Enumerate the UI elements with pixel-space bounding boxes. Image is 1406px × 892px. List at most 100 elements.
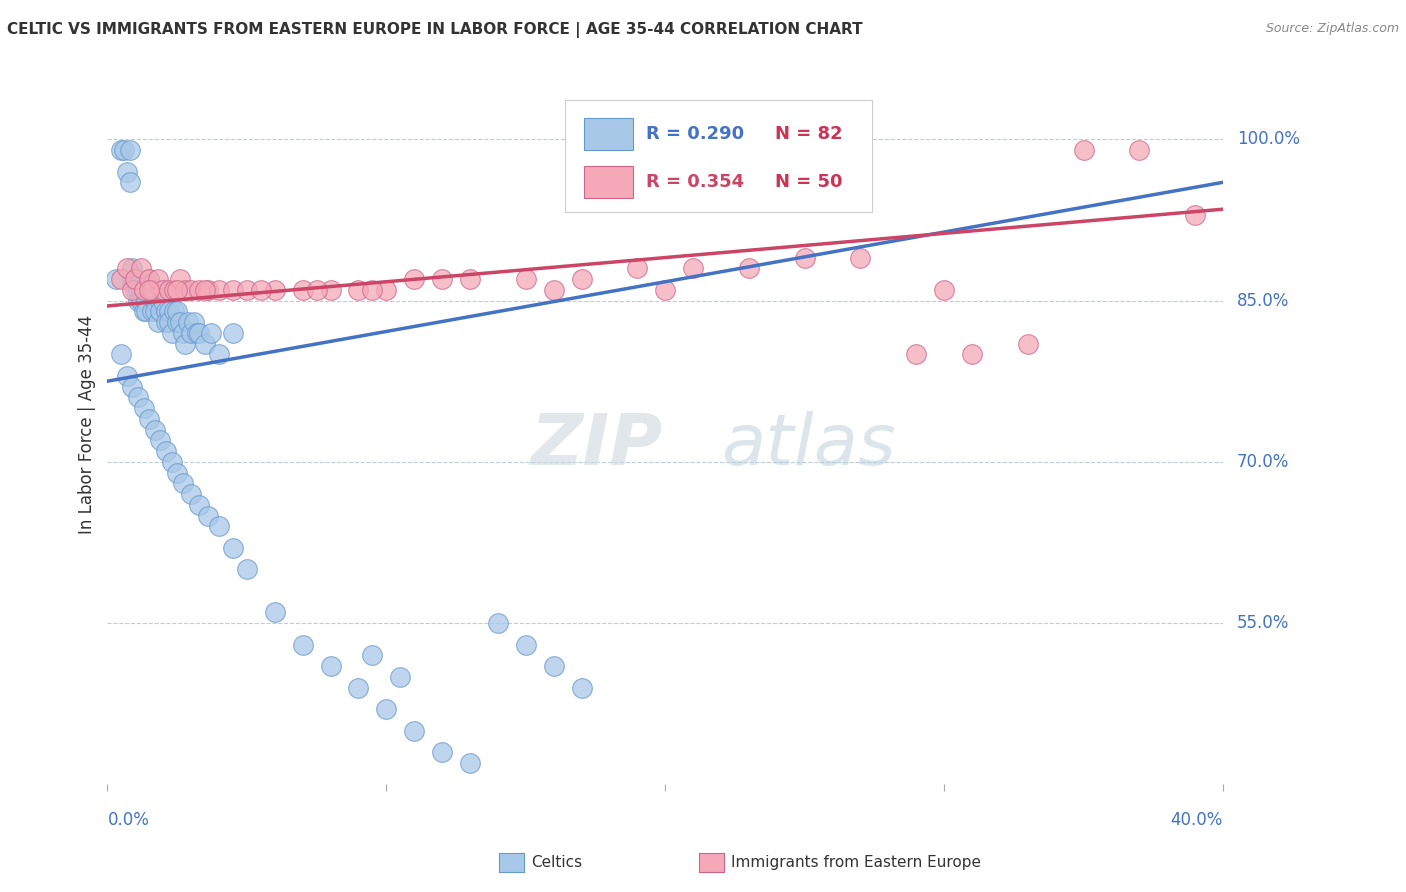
Point <box>200 326 222 340</box>
Point <box>124 272 146 286</box>
Point <box>180 283 202 297</box>
Point <box>132 283 155 297</box>
Text: ZIP: ZIP <box>531 411 664 480</box>
Point <box>112 143 135 157</box>
Point <box>143 293 166 308</box>
Point <box>682 261 704 276</box>
Point <box>169 272 191 286</box>
Point <box>208 283 231 297</box>
Point <box>236 283 259 297</box>
Point <box>197 283 219 297</box>
Point <box>1128 143 1150 157</box>
Point <box>152 283 174 297</box>
Point <box>905 347 928 361</box>
Point <box>263 605 285 619</box>
Point <box>249 283 271 297</box>
Point <box>263 283 285 297</box>
Point <box>194 336 217 351</box>
Point <box>163 304 186 318</box>
Point <box>404 723 426 738</box>
Point <box>124 272 146 286</box>
Point <box>389 670 412 684</box>
Point <box>146 272 169 286</box>
Point <box>149 304 172 318</box>
Point <box>129 283 152 297</box>
Point <box>375 702 398 716</box>
Point <box>146 283 169 297</box>
Point <box>149 293 172 308</box>
Point <box>143 304 166 318</box>
Point <box>174 336 197 351</box>
Point <box>141 283 163 297</box>
Point <box>110 347 132 361</box>
Point <box>430 745 453 759</box>
FancyBboxPatch shape <box>583 118 633 150</box>
Point <box>155 315 177 329</box>
Point <box>138 283 160 297</box>
Point <box>291 283 314 297</box>
Point <box>169 315 191 329</box>
Point <box>188 283 211 297</box>
Point <box>127 293 149 308</box>
Text: 40.0%: 40.0% <box>1171 811 1223 830</box>
Point <box>174 283 197 297</box>
Point <box>138 412 160 426</box>
Point <box>188 326 211 340</box>
Point <box>188 498 211 512</box>
Point <box>132 304 155 318</box>
Point <box>143 423 166 437</box>
Point <box>138 272 160 286</box>
Point <box>121 379 143 393</box>
Y-axis label: In Labor Force | Age 35-44: In Labor Force | Age 35-44 <box>79 315 96 533</box>
Text: R = 0.354: R = 0.354 <box>647 173 744 191</box>
Point <box>118 143 141 157</box>
Point <box>180 487 202 501</box>
Point <box>375 283 398 297</box>
Point <box>208 519 231 533</box>
Point <box>305 283 328 297</box>
Point <box>132 283 155 297</box>
Point <box>104 272 127 286</box>
Point <box>1017 336 1039 351</box>
Point <box>155 304 177 318</box>
Text: atlas: atlas <box>721 411 896 480</box>
Point <box>135 293 157 308</box>
Point <box>157 283 180 297</box>
Point <box>135 304 157 318</box>
Point <box>166 466 188 480</box>
Point <box>118 175 141 189</box>
Text: CELTIC VS IMMIGRANTS FROM EASTERN EUROPE IN LABOR FORCE | AGE 35-44 CORRELATION : CELTIC VS IMMIGRANTS FROM EASTERN EUROPE… <box>7 22 863 38</box>
Point <box>186 326 208 340</box>
Point <box>115 164 138 178</box>
Point <box>141 304 163 318</box>
Point <box>110 143 132 157</box>
Text: Immigrants from Eastern Europe: Immigrants from Eastern Europe <box>731 855 981 870</box>
Point <box>172 476 194 491</box>
Text: 70.0%: 70.0% <box>1237 453 1289 471</box>
Point <box>160 326 183 340</box>
Text: N = 82: N = 82 <box>775 125 842 143</box>
Point <box>458 272 481 286</box>
Point <box>121 272 143 286</box>
Point <box>132 401 155 415</box>
Point <box>932 283 955 297</box>
Point <box>458 756 481 770</box>
Point <box>138 272 160 286</box>
FancyBboxPatch shape <box>583 166 633 198</box>
Point <box>1184 208 1206 222</box>
Text: 100.0%: 100.0% <box>1237 130 1301 148</box>
Point <box>738 261 761 276</box>
Point <box>347 283 370 297</box>
Text: 55.0%: 55.0% <box>1237 614 1289 632</box>
Point <box>127 390 149 404</box>
Point <box>138 283 160 297</box>
Point <box>115 368 138 383</box>
Point <box>404 272 426 286</box>
Point <box>222 326 245 340</box>
Point <box>361 283 384 297</box>
Point <box>146 315 169 329</box>
Point <box>141 283 163 297</box>
Point <box>194 283 217 297</box>
Point <box>183 315 205 329</box>
Point <box>543 283 565 297</box>
